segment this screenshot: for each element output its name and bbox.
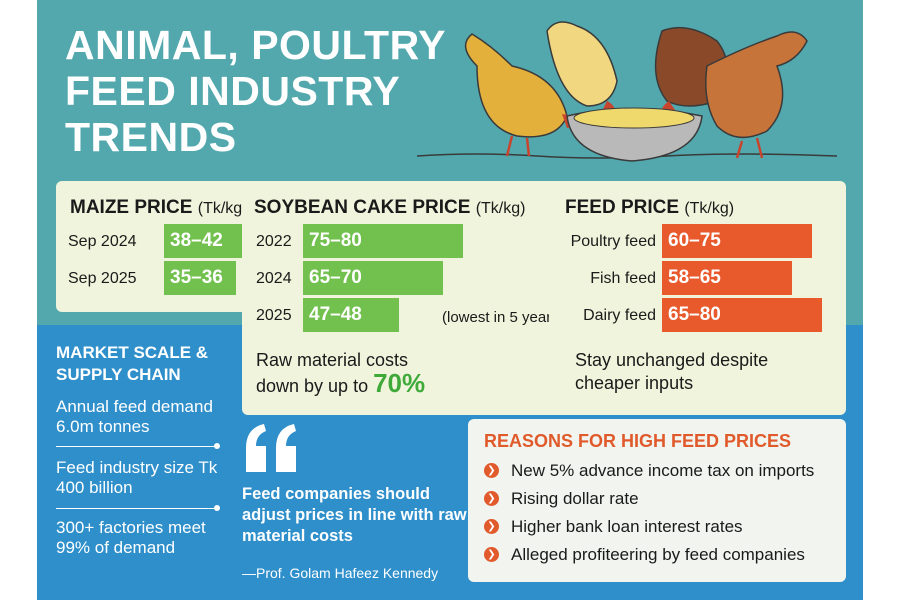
maize-price-title: MAIZE PRICE (Tk/kg) — [70, 197, 248, 218]
market-item: 300+ factories meet 99% of demand — [56, 518, 206, 557]
reason-item: ❯ Higher bank loan interest rates — [484, 517, 743, 537]
quotation-mark-icon — [246, 424, 296, 472]
chevron-bullet-icon: ❯ — [484, 547, 499, 563]
quote-text: Feed companies should adjust prices in l… — [242, 485, 467, 545]
maize-price-card: MAIZE PRICE (Tk/kg) Sep 2024 38–42 Sep 2… — [56, 181, 275, 312]
soybean-price-bar: 47–48 — [303, 298, 399, 332]
soybean-cake-price-card: SOYBEAN CAKE PRICE (Tk/kg) 2022 75–80 20… — [242, 181, 583, 415]
maize-price-bar: 35–36 — [164, 261, 236, 295]
soybean-price-bar: 65–70 — [303, 261, 443, 295]
divider — [56, 443, 220, 449]
market-item: Annual feed demand 6.0m tonnes — [56, 397, 213, 436]
chevron-bullet-icon: ❯ — [484, 491, 499, 507]
chevron-bullet-icon: ❯ — [484, 519, 499, 535]
soybean-price-bar: 75–80 — [303, 224, 463, 258]
soybean-row-label: 2024 — [256, 270, 292, 287]
reasons-title: REASONS FOR HIGH FEED PRICES — [484, 431, 792, 451]
divider — [56, 505, 220, 511]
feed-row-label: Dairy feed — [583, 307, 656, 324]
feed-price-card: FEED PRICE (Tk/kg) Poultry feed 60–75 Fi… — [549, 181, 846, 415]
reason-item: ❯ New 5% advance income tax on imports — [484, 461, 814, 481]
soybean-price-title: SOYBEAN CAKE PRICE (Tk/kg) — [254, 197, 526, 218]
feed-price-title: FEED PRICE (Tk/kg) — [565, 197, 735, 218]
soybean-row-label: 2022 — [256, 233, 292, 250]
feed-row-label: Poultry feed — [570, 233, 656, 250]
soybean-row-label: 2025 — [256, 307, 292, 324]
feed-price-bar: 60–75 — [662, 224, 812, 258]
reduction-percentage: 70% — [373, 368, 426, 398]
page-title: ANIMAL, POULTRY FEED INDUSTRY TRENDS — [65, 22, 447, 160]
market-scale-title: MARKET SCALE & SUPPLY CHAIN — [56, 343, 209, 384]
lowest-in-5-years-note: (lowest in 5 years) — [442, 309, 564, 326]
reason-item: ❯ Rising dollar rate — [484, 489, 639, 509]
feed-price-bar: 58–65 — [662, 261, 792, 295]
maize-price-bar: 38–42 — [164, 224, 248, 258]
maize-row-label: Sep 2024 — [68, 233, 137, 250]
maize-row-label: Sep 2025 — [68, 270, 137, 287]
infographic-canvas: ANIMAL, POULTRY FEED INDUSTRY TRENDS MAI… — [37, 0, 863, 600]
quote-author: —Prof. Golam Hafeez Kennedy — [242, 565, 439, 581]
reasons-card: REASONS FOR HIGH FEED PRICES ❯ New 5% adv… — [468, 419, 846, 582]
market-item: Feed industry size Tk 400 billion — [56, 458, 218, 497]
raw-material-costs-caption: Raw material costs down by up to 70% — [256, 350, 426, 398]
reason-item: ❯ Alleged profiteering by feed companies — [484, 545, 805, 565]
chevron-bullet-icon: ❯ — [484, 463, 499, 479]
feed-price-caption: Stay unchanged despite cheaper inputs — [575, 350, 769, 393]
hens-eating-from-bowl-icon — [417, 21, 837, 162]
feed-price-bar: 65–80 — [662, 298, 822, 332]
feed-row-label: Fish feed — [590, 270, 656, 287]
